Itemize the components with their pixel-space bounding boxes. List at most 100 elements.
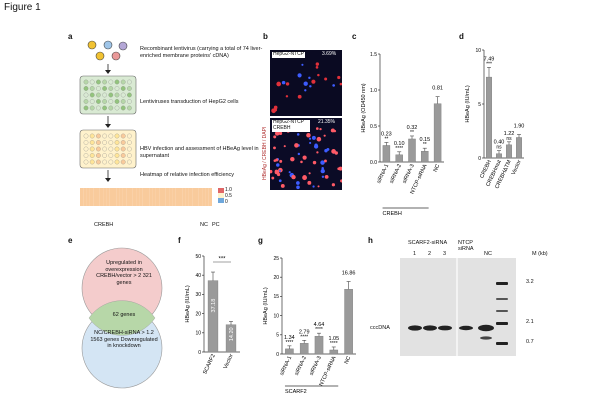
cell-dot <box>294 143 299 148</box>
micrograph-bottom-pct: 21.35% <box>318 119 335 125</box>
bar <box>382 145 391 163</box>
cell-dot <box>311 79 316 84</box>
plate-well <box>120 86 126 91</box>
data-label: 0.15 <box>419 137 430 143</box>
heatmap-cell <box>188 188 193 206</box>
plate-well <box>127 105 132 111</box>
cell-dot <box>309 85 312 88</box>
plate-well <box>89 140 95 145</box>
cell-dot <box>317 73 320 77</box>
scale-tick-high: 1.0 <box>225 187 232 193</box>
heatmap-cell <box>195 188 199 206</box>
cell-dot <box>297 152 301 156</box>
micrograph-bottom-label: HepG2-NTCP CREBH <box>272 119 310 132</box>
cell-dot <box>330 128 335 133</box>
heatmap-cell <box>198 188 203 206</box>
heatmap-cell <box>106 188 110 206</box>
blot-lane-3: 3 <box>443 251 447 257</box>
cell-dot <box>319 127 322 131</box>
cell-dot <box>297 94 302 99</box>
significance-label: *** <box>218 257 226 263</box>
cell-dot <box>276 172 281 177</box>
heatmap-cell <box>149 188 153 206</box>
plate-well <box>83 86 89 91</box>
cell-dot <box>340 179 344 183</box>
bar <box>408 138 416 163</box>
cell-dot <box>278 169 281 172</box>
blot-scarf2-label: SCARF2-siRNA <box>408 240 448 246</box>
plate-well <box>83 99 89 104</box>
plate-well <box>127 140 132 145</box>
plate-well <box>89 159 95 165</box>
plate-well <box>114 159 120 165</box>
cell-dot <box>308 137 312 140</box>
plate-well <box>83 153 89 158</box>
group-label: CREBH <box>383 211 402 217</box>
plate-well <box>89 146 95 152</box>
heatmap-cell <box>126 188 130 206</box>
panel-a-graphic <box>79 40 224 206</box>
cell-dot <box>321 166 324 170</box>
data-label: 37.18 <box>211 299 217 313</box>
plate-well <box>102 99 107 104</box>
cell-dot <box>320 168 325 174</box>
heatmap-cell <box>175 188 179 206</box>
cell-dot <box>316 151 319 154</box>
significance-label: **** <box>315 327 323 333</box>
cell-dot <box>274 108 278 112</box>
heatmap-pc-label: PC <box>212 222 220 228</box>
heatmap-cell <box>129 188 133 206</box>
panel-f-label: f <box>178 236 181 245</box>
panel-g-label: g <box>258 236 263 245</box>
x-tick-label: siRNA-1 <box>279 355 293 376</box>
plate-well <box>83 133 89 139</box>
cell-dot <box>324 159 327 163</box>
x-tick-label: NC <box>344 355 353 365</box>
blot-ntcp-label: NTCP siRNA <box>458 240 474 253</box>
y-tick-label: 10 <box>273 313 279 319</box>
plate-well <box>83 140 89 145</box>
micrograph-top-pct: 3.69% <box>322 51 337 57</box>
cell-dot <box>302 155 307 160</box>
heatmap-cell <box>86 188 90 206</box>
data-label: 4.64 <box>314 322 325 328</box>
data-label: 14.20 <box>229 327 235 341</box>
cell-dot <box>268 169 273 174</box>
y-tick-label: 50 <box>195 254 201 260</box>
cell-dot <box>309 141 312 145</box>
y-tick-label: 5 <box>478 102 481 108</box>
heatmap-cell <box>109 188 113 206</box>
bar <box>299 343 309 355</box>
cell-dot <box>315 66 319 69</box>
panel-a-step-2: Lentiviruses transduction of HepG2 cells <box>140 99 239 105</box>
cell-dot <box>301 63 304 66</box>
x-tick-label: siRNA-1 <box>376 163 390 184</box>
plate-well <box>120 140 126 145</box>
plate-well <box>108 79 114 85</box>
data-label: 0.10 <box>394 141 405 147</box>
heatmap-cell <box>152 188 156 206</box>
cell-dot <box>280 183 285 188</box>
cell-dot <box>306 133 311 138</box>
plate-well <box>89 92 95 98</box>
cell-dot <box>324 174 329 179</box>
panel-c-label: c <box>352 32 357 41</box>
well-plate-2 <box>79 129 137 169</box>
micrograph-top <box>270 50 343 116</box>
heatmap-cell <box>83 188 87 206</box>
heatmap-cell <box>136 188 140 206</box>
heatmap-cell <box>185 188 189 206</box>
plate-well <box>114 140 120 145</box>
x-tick-label: siRNA-2 <box>294 355 308 376</box>
y-tick-label: 30 <box>195 292 201 298</box>
cell-dot <box>276 163 280 167</box>
plate-well <box>102 159 107 165</box>
heatmap-cell <box>99 188 104 206</box>
heatmap-cell <box>208 188 212 206</box>
plate-well <box>108 86 114 91</box>
heatmap-cell <box>132 188 137 206</box>
cell-dot <box>279 159 283 163</box>
blot-marker-2-1: 2.1 <box>526 319 534 325</box>
figure-title: Figure 1 <box>4 2 41 13</box>
cell-dot <box>313 144 319 149</box>
